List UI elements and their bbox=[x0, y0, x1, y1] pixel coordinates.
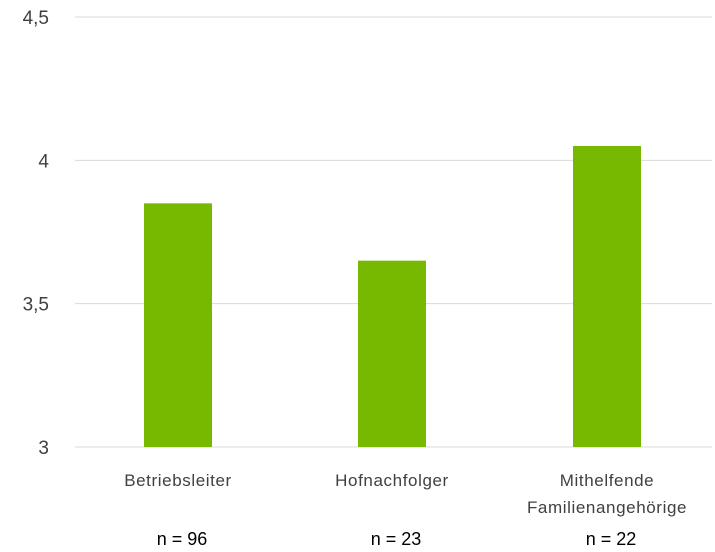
sample-size-label-0: n = 96 bbox=[157, 529, 208, 549]
y-tick-label-3: 4,5 bbox=[23, 8, 49, 29]
bar-1 bbox=[358, 260, 426, 447]
y-tick-label-1: 3,5 bbox=[23, 295, 49, 316]
y-axis-ticks: 3 3,5 4 4,5 bbox=[23, 8, 50, 459]
bars bbox=[144, 146, 641, 447]
y-tick-label-0: 3 bbox=[38, 438, 49, 459]
y-tick-label-2: 4 bbox=[38, 151, 49, 172]
category-label-2-1: Familienangehörige bbox=[527, 498, 687, 517]
bar-2 bbox=[573, 146, 641, 447]
sample-size-label-1: n = 23 bbox=[371, 529, 422, 549]
bar-0 bbox=[144, 203, 212, 447]
sample-size-labels: n = 96 n = 23 n = 22 bbox=[157, 529, 637, 549]
category-label-2-0: Mithelfende bbox=[560, 471, 655, 490]
category-label-0-0: Betriebsleiter bbox=[124, 471, 232, 490]
x-axis-categories: Betriebsleiter Hofnachfolger Mithelfende Fa… bbox=[124, 471, 687, 517]
category-label-1-0: Hofnachfolger bbox=[335, 471, 449, 490]
sample-size-label-2: n = 22 bbox=[586, 529, 637, 549]
